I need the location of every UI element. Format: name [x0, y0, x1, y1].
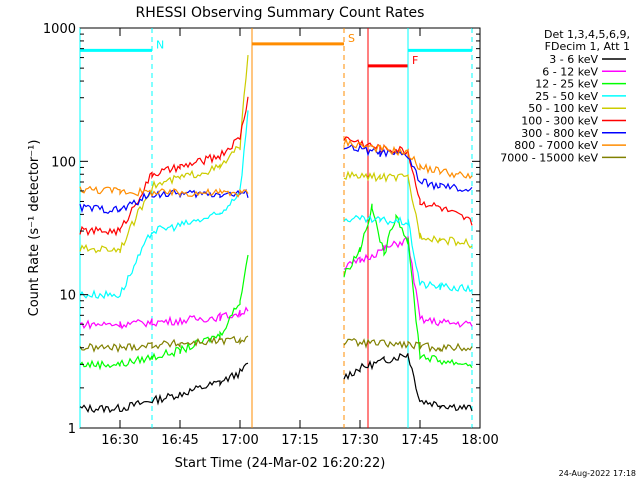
series-line	[79, 55, 473, 254]
legend-entry: 7000 - 15000 keV	[500, 151, 598, 164]
series-line	[79, 143, 473, 215]
x-tick-label: 17:30	[341, 433, 378, 448]
legend-entry: 100 - 300 keV	[521, 115, 598, 128]
y-axis-label: Count Rate (s⁻¹ detector⁻¹)	[27, 140, 42, 317]
x-tick-label: 16:45	[161, 433, 198, 448]
series-line	[79, 96, 473, 237]
legend-entry: 800 - 7000 keV	[514, 139, 598, 152]
footer-date: 24-Aug-2022 17:18	[559, 469, 636, 478]
x-tick-label: 16:30	[101, 433, 138, 448]
x-axis-label: Start Time (24-Mar-02 16:20:22)	[175, 456, 386, 471]
y-tick-label: 10	[59, 289, 76, 304]
x-tick-label: 17:00	[221, 433, 258, 448]
plot-area: N S F	[79, 27, 481, 429]
y-tick-label: 1	[68, 422, 76, 437]
legend-entry: 3 - 6 keV	[549, 53, 598, 66]
chart-title: RHESSI Observing Summary Count Rates	[136, 5, 425, 21]
plot-frame	[79, 27, 481, 429]
annotation-label: F	[412, 54, 418, 67]
x-tick-label: 17:15	[281, 433, 318, 448]
legend-header: FDecim 1, Att 1	[545, 40, 630, 53]
series-line	[79, 352, 473, 414]
y-tick-label: 1000	[43, 22, 76, 37]
series-line	[79, 110, 473, 300]
series-line	[79, 137, 473, 198]
series-line	[79, 203, 473, 371]
legend: Det 1,3,4,5,6,9,FDecim 1, Att 13 - 6 keV…	[500, 28, 630, 164]
legend-entry: 25 - 50 keV	[535, 90, 598, 103]
legend-header: Det 1,3,4,5,6,9,	[544, 28, 630, 41]
legend-entry: 12 - 25 keV	[535, 78, 598, 91]
legend-entry: 50 - 100 keV	[528, 102, 598, 115]
x-tick-label: 17:45	[401, 433, 438, 448]
x-tick-label: 18:00	[461, 433, 498, 448]
axis-ticks: 16:30 16:45 17:00 17:15 17:30 17:45 18:00 1 10 10…	[43, 22, 499, 448]
annotation-label: N	[156, 38, 164, 51]
y-tick-label: 100	[51, 155, 76, 170]
legend-entry: 300 - 800 keV	[521, 127, 598, 140]
annotation-label: S	[348, 32, 355, 45]
legend-entry: 6 - 12 keV	[542, 65, 598, 78]
series-line	[79, 335, 473, 354]
